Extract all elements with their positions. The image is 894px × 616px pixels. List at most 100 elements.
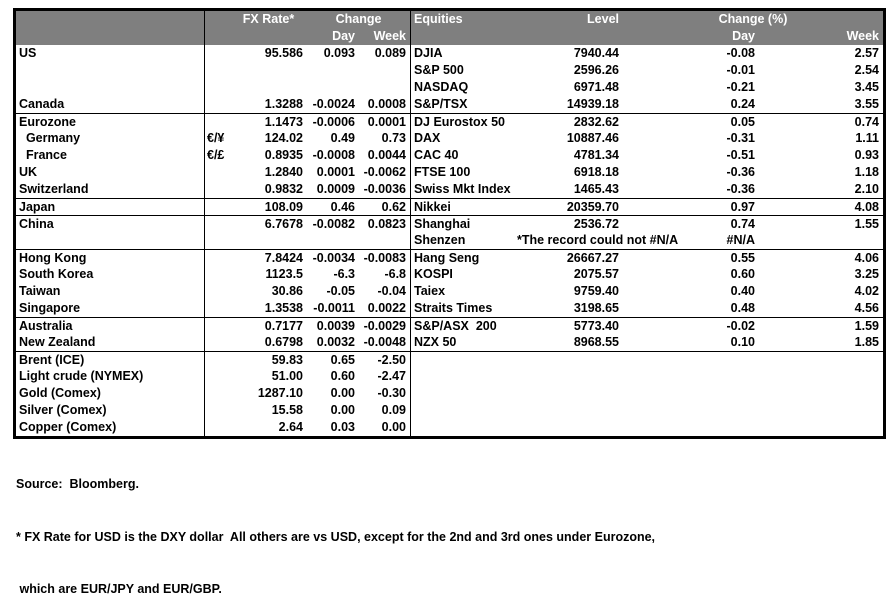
eq-day-cell: 0.74	[730, 217, 755, 231]
table-header-row-2: Day Week Day Week	[16, 28, 883, 45]
fx-week-cell: 0.00	[381, 420, 406, 434]
eq-week-cell: 0.93	[854, 148, 879, 162]
fx-name-cell: France	[19, 148, 67, 162]
table-row: Singapore 1.3538 -0.0011 0.0022 Straits Time…	[16, 300, 883, 317]
fx-rate-cell: 95.586	[264, 46, 303, 60]
fx-name-cell: UK	[19, 165, 38, 179]
eq-day-cell: 0.60	[730, 267, 755, 281]
eq-name-cell: S&P/ASX 200	[410, 318, 517, 334]
eq-day-cell	[623, 385, 759, 402]
eq-name-cell	[410, 368, 517, 385]
eq-level-cell: 4781.34	[573, 148, 619, 162]
table-row: Silver (Comex) 15.58 0.00 0.09	[16, 402, 883, 419]
fx-sym-cell	[204, 283, 230, 300]
fx-day-cell: -0.0006	[312, 115, 355, 129]
fx-week-cell	[359, 62, 410, 79]
fx-week-cell: -0.0062	[363, 165, 406, 179]
header-spacer	[16, 28, 204, 45]
fx-sym-cell	[204, 334, 230, 351]
eq-week-cell: 1.85	[854, 335, 879, 349]
fx-week-cell: 0.62	[381, 200, 406, 214]
eq-day-cell: 0.24	[730, 97, 755, 111]
eq-name-cell: DJ Eurostox 50	[410, 114, 517, 130]
eq-name-cell	[410, 402, 517, 419]
source-note: Source: Bloomberg.	[16, 477, 139, 491]
fx-sym-cell	[204, 419, 230, 436]
eq-week-cell	[759, 402, 883, 419]
header-spacer	[410, 28, 517, 45]
fx-sym-cell	[204, 250, 230, 266]
fx-day-cell: 0.00	[330, 403, 355, 417]
fx-sym-cell	[204, 216, 230, 232]
eq-week-cell	[759, 232, 883, 249]
eq-day-cell: 0.10	[730, 335, 755, 349]
fx-week-cell: -0.30	[377, 386, 407, 400]
fx-day-cell: 0.46	[330, 200, 355, 214]
eq-level-cell: 2536.72	[573, 217, 619, 231]
fx-week-cell: -0.0048	[363, 335, 406, 349]
fx-rate-cell: 1.3288	[264, 97, 303, 111]
fx-week-cell: 0.089	[374, 46, 406, 60]
eq-day-cell: -0.02	[726, 319, 756, 333]
fx-rate-cell: 15.58	[271, 403, 303, 417]
fx-sym-cell	[204, 181, 230, 198]
table-row: US 95.586 0.093 0.089 DJIA 7940.44 -0.08 2.57	[16, 45, 883, 62]
fx-sym-cell	[204, 385, 230, 402]
eq-week-cell	[759, 385, 883, 402]
table-row: S&P 500 2596.26 -0.01 2.54	[16, 62, 883, 79]
eq-name-cell: S&P/TSX	[410, 96, 517, 113]
fx-day-cell: -0.0034	[312, 251, 355, 265]
equities-header: Equities	[410, 11, 517, 28]
eq-level-cell: 3198.65	[573, 301, 619, 315]
table-row: New Zealand 0.6798 0.0032 -0.0048 NZX 50 8968…	[16, 334, 883, 351]
eq-name-cell: CAC 40	[410, 147, 517, 164]
fx-week-cell: 0.0001	[367, 115, 406, 129]
fx-rate-cell: 1.1473	[264, 115, 303, 129]
fx-rate-cell: 30.86	[271, 284, 303, 298]
eq-week-cell: 3.55	[854, 97, 879, 111]
fx-week-cell: -6.8	[384, 267, 406, 281]
eq-day-cell: -0.21	[726, 80, 756, 94]
eq-level-cell	[517, 419, 623, 436]
fx-equities-table: FX Rate* Change Equities Level Change (%…	[13, 8, 886, 439]
eq-day-cell: -0.08	[726, 46, 756, 60]
fx-sym-cell	[204, 232, 230, 249]
fx-rate-cell: 1.3538	[264, 301, 303, 315]
eq-level-cell: 26667.27	[566, 251, 619, 265]
fx-day-cell: 0.093	[323, 46, 355, 60]
eq-name-cell: FTSE 100	[410, 164, 517, 181]
table-body: US 95.586 0.093 0.089 DJIA 7940.44 -0.08 2.57 S&…	[16, 45, 883, 436]
eq-day-cell: 0.97	[730, 200, 755, 214]
fx-day-cell: 0.60	[330, 369, 355, 383]
fx-day-cell: 0.49	[330, 131, 355, 145]
table-row: Brent (ICE) 59.83 0.65 -2.50	[16, 351, 883, 368]
eq-day-cell	[623, 419, 759, 436]
eq-name-cell: S&P 500	[410, 62, 517, 79]
fx-week-cell: -0.0083	[363, 251, 406, 265]
table-row: Germany €/¥ 124.02 0.49 0.73 DAX 10887.46 -0.31…	[16, 130, 883, 147]
eq-level-cell: 14939.18	[566, 97, 619, 111]
eq-day-cell: -0.36	[726, 165, 756, 179]
fx-rate-cell: 7.8424	[264, 251, 303, 265]
table-row: Australia 0.7177 0.0039 -0.0029 S&P/ASX 200 5…	[16, 317, 883, 334]
level-header: Level	[587, 12, 619, 26]
fx-day-cell: -0.0011	[313, 301, 355, 315]
fx-week-cell: -2.50	[377, 353, 407, 367]
eq-week-cell: 4.56	[854, 301, 879, 315]
fx-sym-cell	[204, 114, 230, 130]
eq-day-cell: -0.51	[726, 148, 756, 162]
eq-day-cell	[623, 402, 759, 419]
eq-week-cell: 1.18	[854, 165, 879, 179]
fx-name-cell: Singapore	[19, 301, 81, 315]
fx-name-cell: Light crude (NYMEX)	[19, 369, 144, 383]
fx-rate-cell: 0.7177	[264, 319, 303, 333]
eq-day-header: Day	[732, 29, 755, 43]
eq-level-cell: 6971.48	[573, 80, 619, 94]
eq-level-cell	[517, 402, 623, 419]
eq-day-cell: 0.55	[730, 251, 755, 265]
header-spacer	[230, 28, 307, 45]
eq-name-cell: KOSPI	[410, 266, 517, 283]
eq-name-cell: NZX 50	[410, 334, 517, 351]
eq-level-cell: 20359.70	[566, 200, 619, 214]
fx-day-cell: -0.0082	[312, 217, 355, 231]
